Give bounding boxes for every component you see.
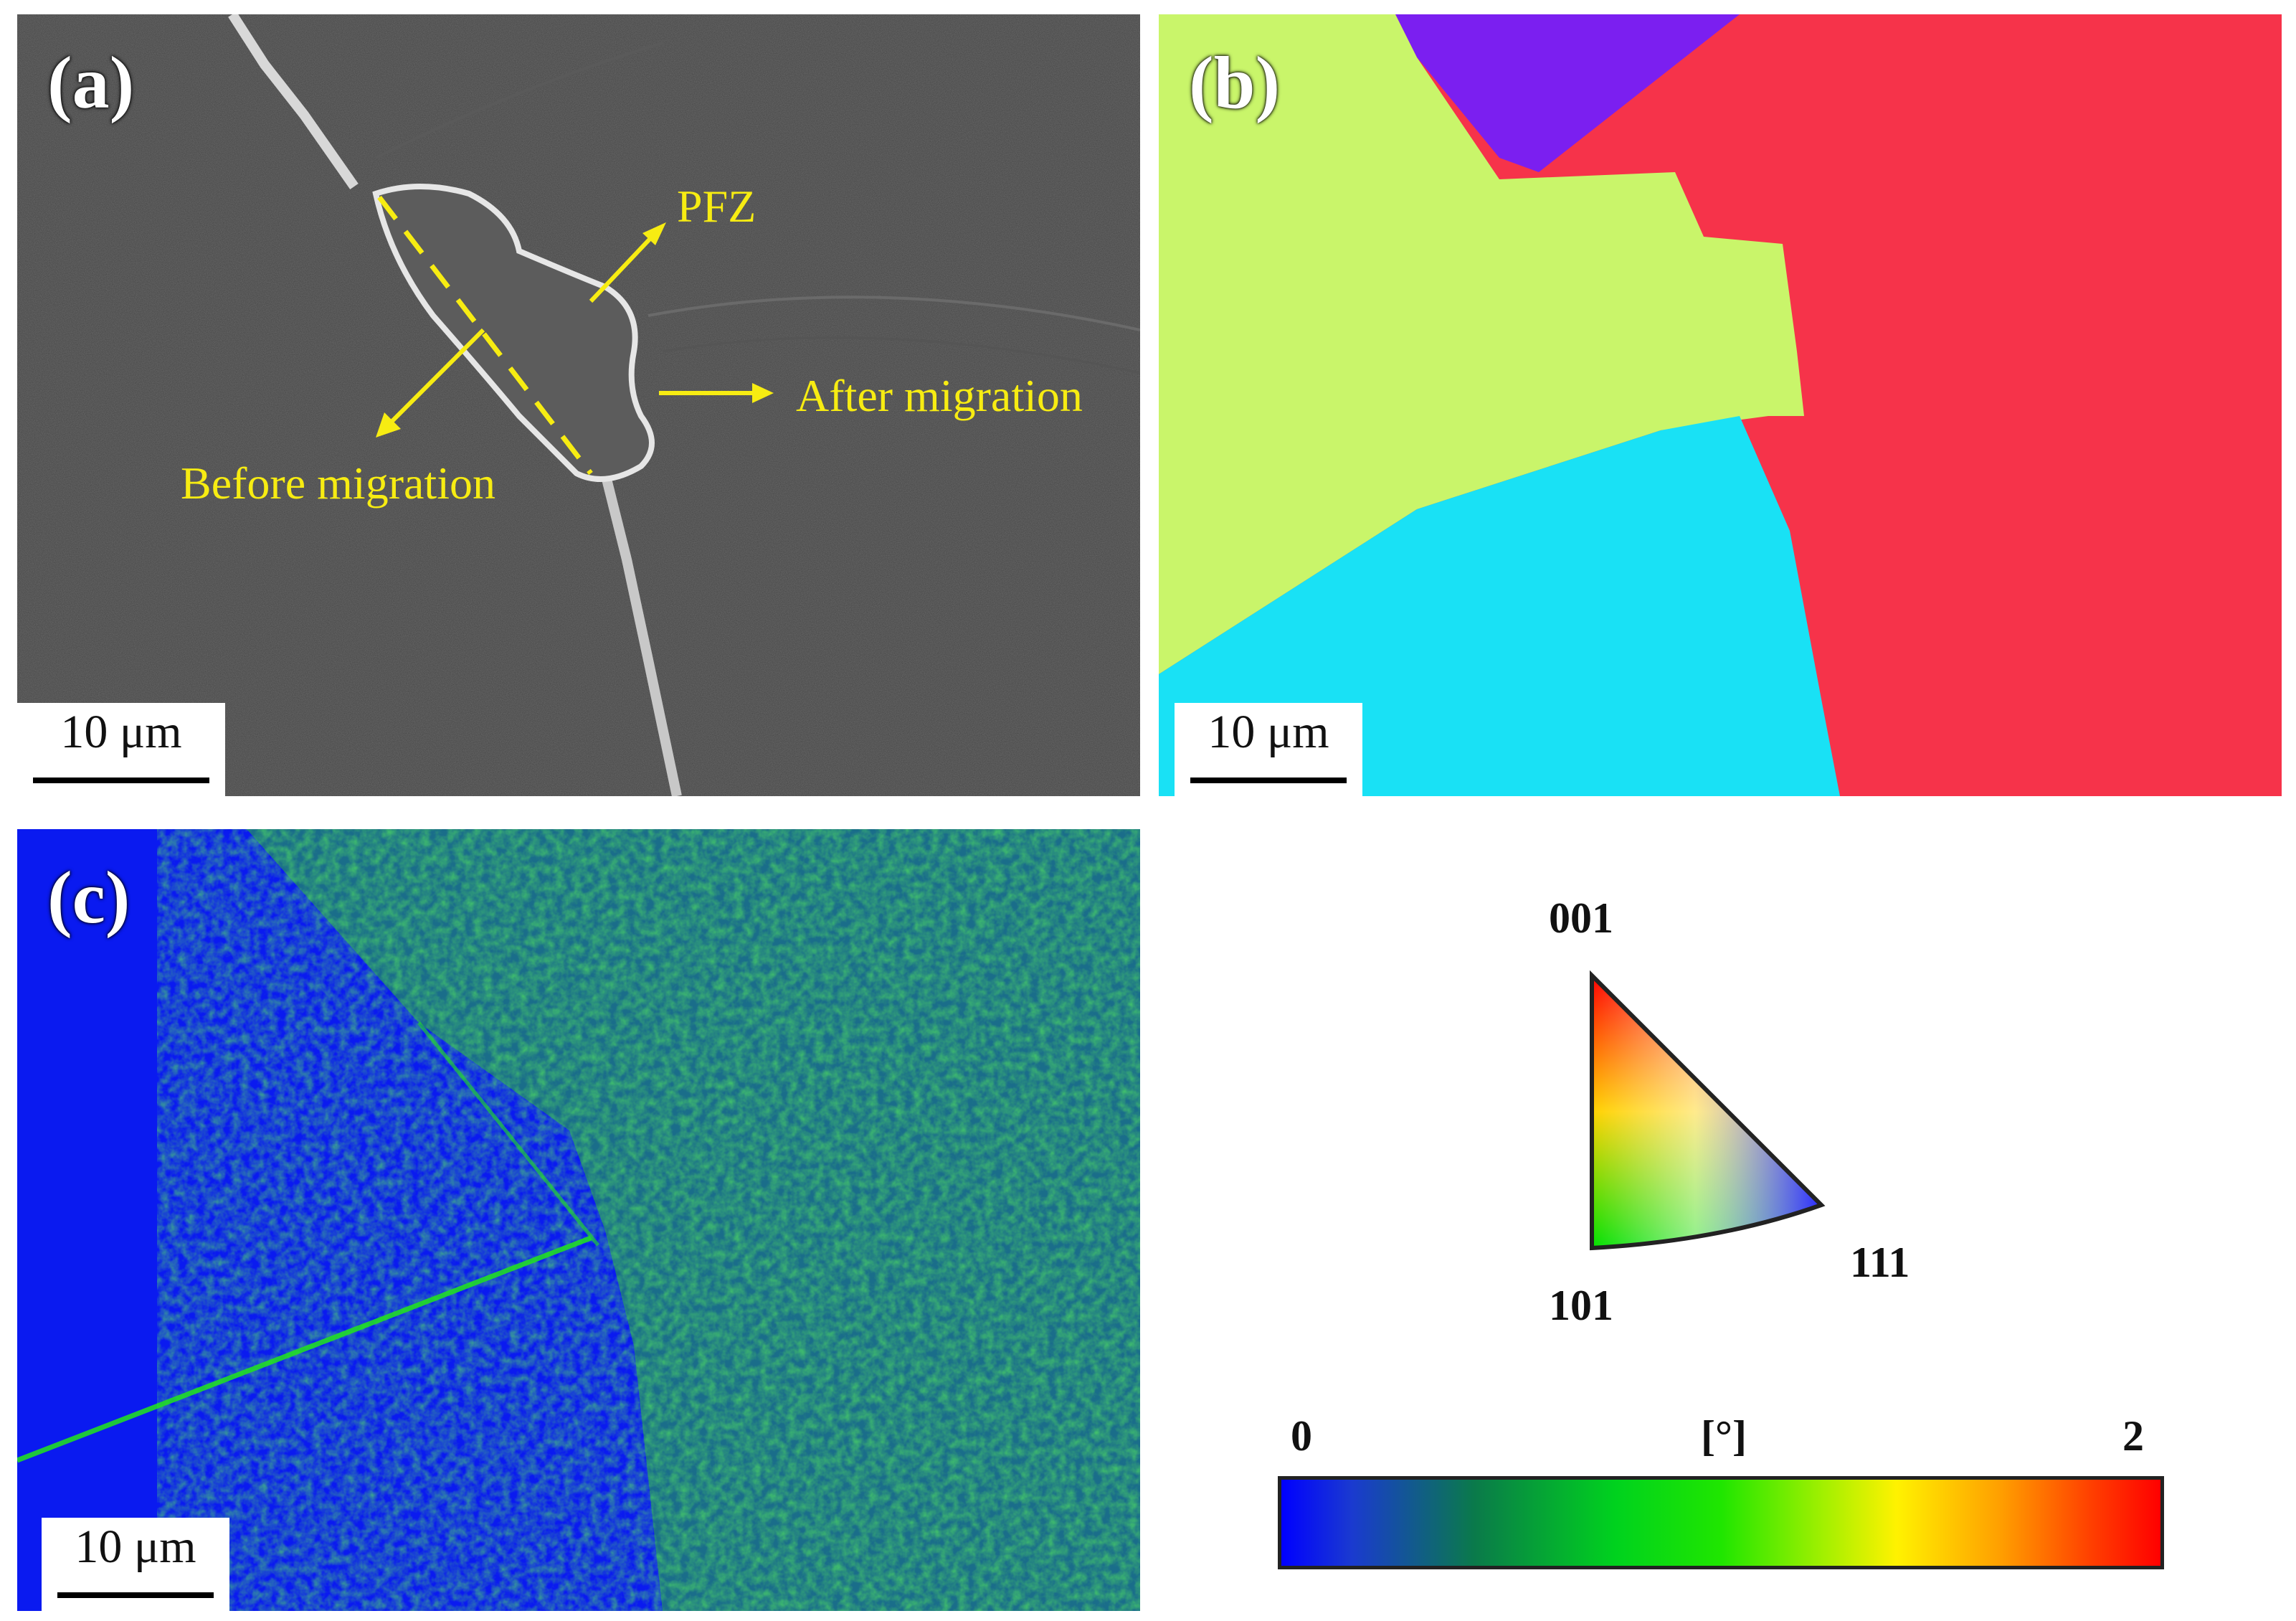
panel-b-ipf-map: (b) 10 μm	[1159, 14, 2282, 796]
after-migration-arrow	[752, 383, 774, 403]
grain-boundary-upper	[228, 14, 359, 190]
ipf-label-111: 111	[1850, 1239, 1910, 1286]
pfz-annotation: PFZ	[677, 181, 756, 232]
before-migration-line	[377, 195, 593, 476]
grain-cyan	[1159, 416, 1840, 796]
kam-map	[17, 829, 1140, 1611]
colorbar-max-label: 2	[2122, 1412, 2144, 1460]
panel-b-scale-bar: 10 μm	[1175, 703, 1362, 796]
low-angle-boundary	[17, 1235, 592, 1463]
panel-a-label: (a)	[47, 42, 135, 124]
ipf-legend: 001 101 111	[1219, 846, 2151, 1348]
kam-colorbar	[1278, 1476, 2164, 1569]
before-migration-annotation: Before migration	[181, 458, 495, 509]
panel-c-label: (c)	[47, 856, 131, 939]
colorbar-min-label: 0	[1291, 1412, 1312, 1460]
pfz-region	[372, 184, 655, 482]
panel-b-scale-text: 10 μm	[1208, 706, 1329, 758]
ipf-grain-map	[1159, 14, 2282, 796]
grain-purple	[1395, 14, 1740, 172]
panel-b-label: (b)	[1189, 42, 1281, 124]
sem-image	[17, 14, 1140, 796]
grain-boundary-lower	[600, 472, 682, 796]
panel-a-scale-bar: 10 μm	[17, 703, 225, 796]
ipf-label-101: 101	[1549, 1282, 1613, 1329]
ipf-triangle	[1590, 970, 1826, 1251]
panel-c-scale-bar: 10 μm	[42, 1518, 229, 1611]
panel-a-sem-image: (a) PFZ After migration Before migration…	[17, 14, 1140, 796]
panel-c-kam-map: (c) 10 μm	[17, 829, 1140, 1611]
after-migration-annotation: After migration	[796, 370, 1083, 421]
panel-a-scale-text: 10 μm	[60, 706, 182, 758]
grain-green	[1159, 14, 1804, 674]
pfz-arrow	[642, 222, 666, 245]
before-migration-arrow	[376, 412, 401, 438]
ipf-label-001: 001	[1549, 894, 1613, 942]
panel-c-scale-text: 10 μm	[75, 1521, 196, 1573]
colorbar-unit-label: [°]	[1701, 1412, 1747, 1460]
